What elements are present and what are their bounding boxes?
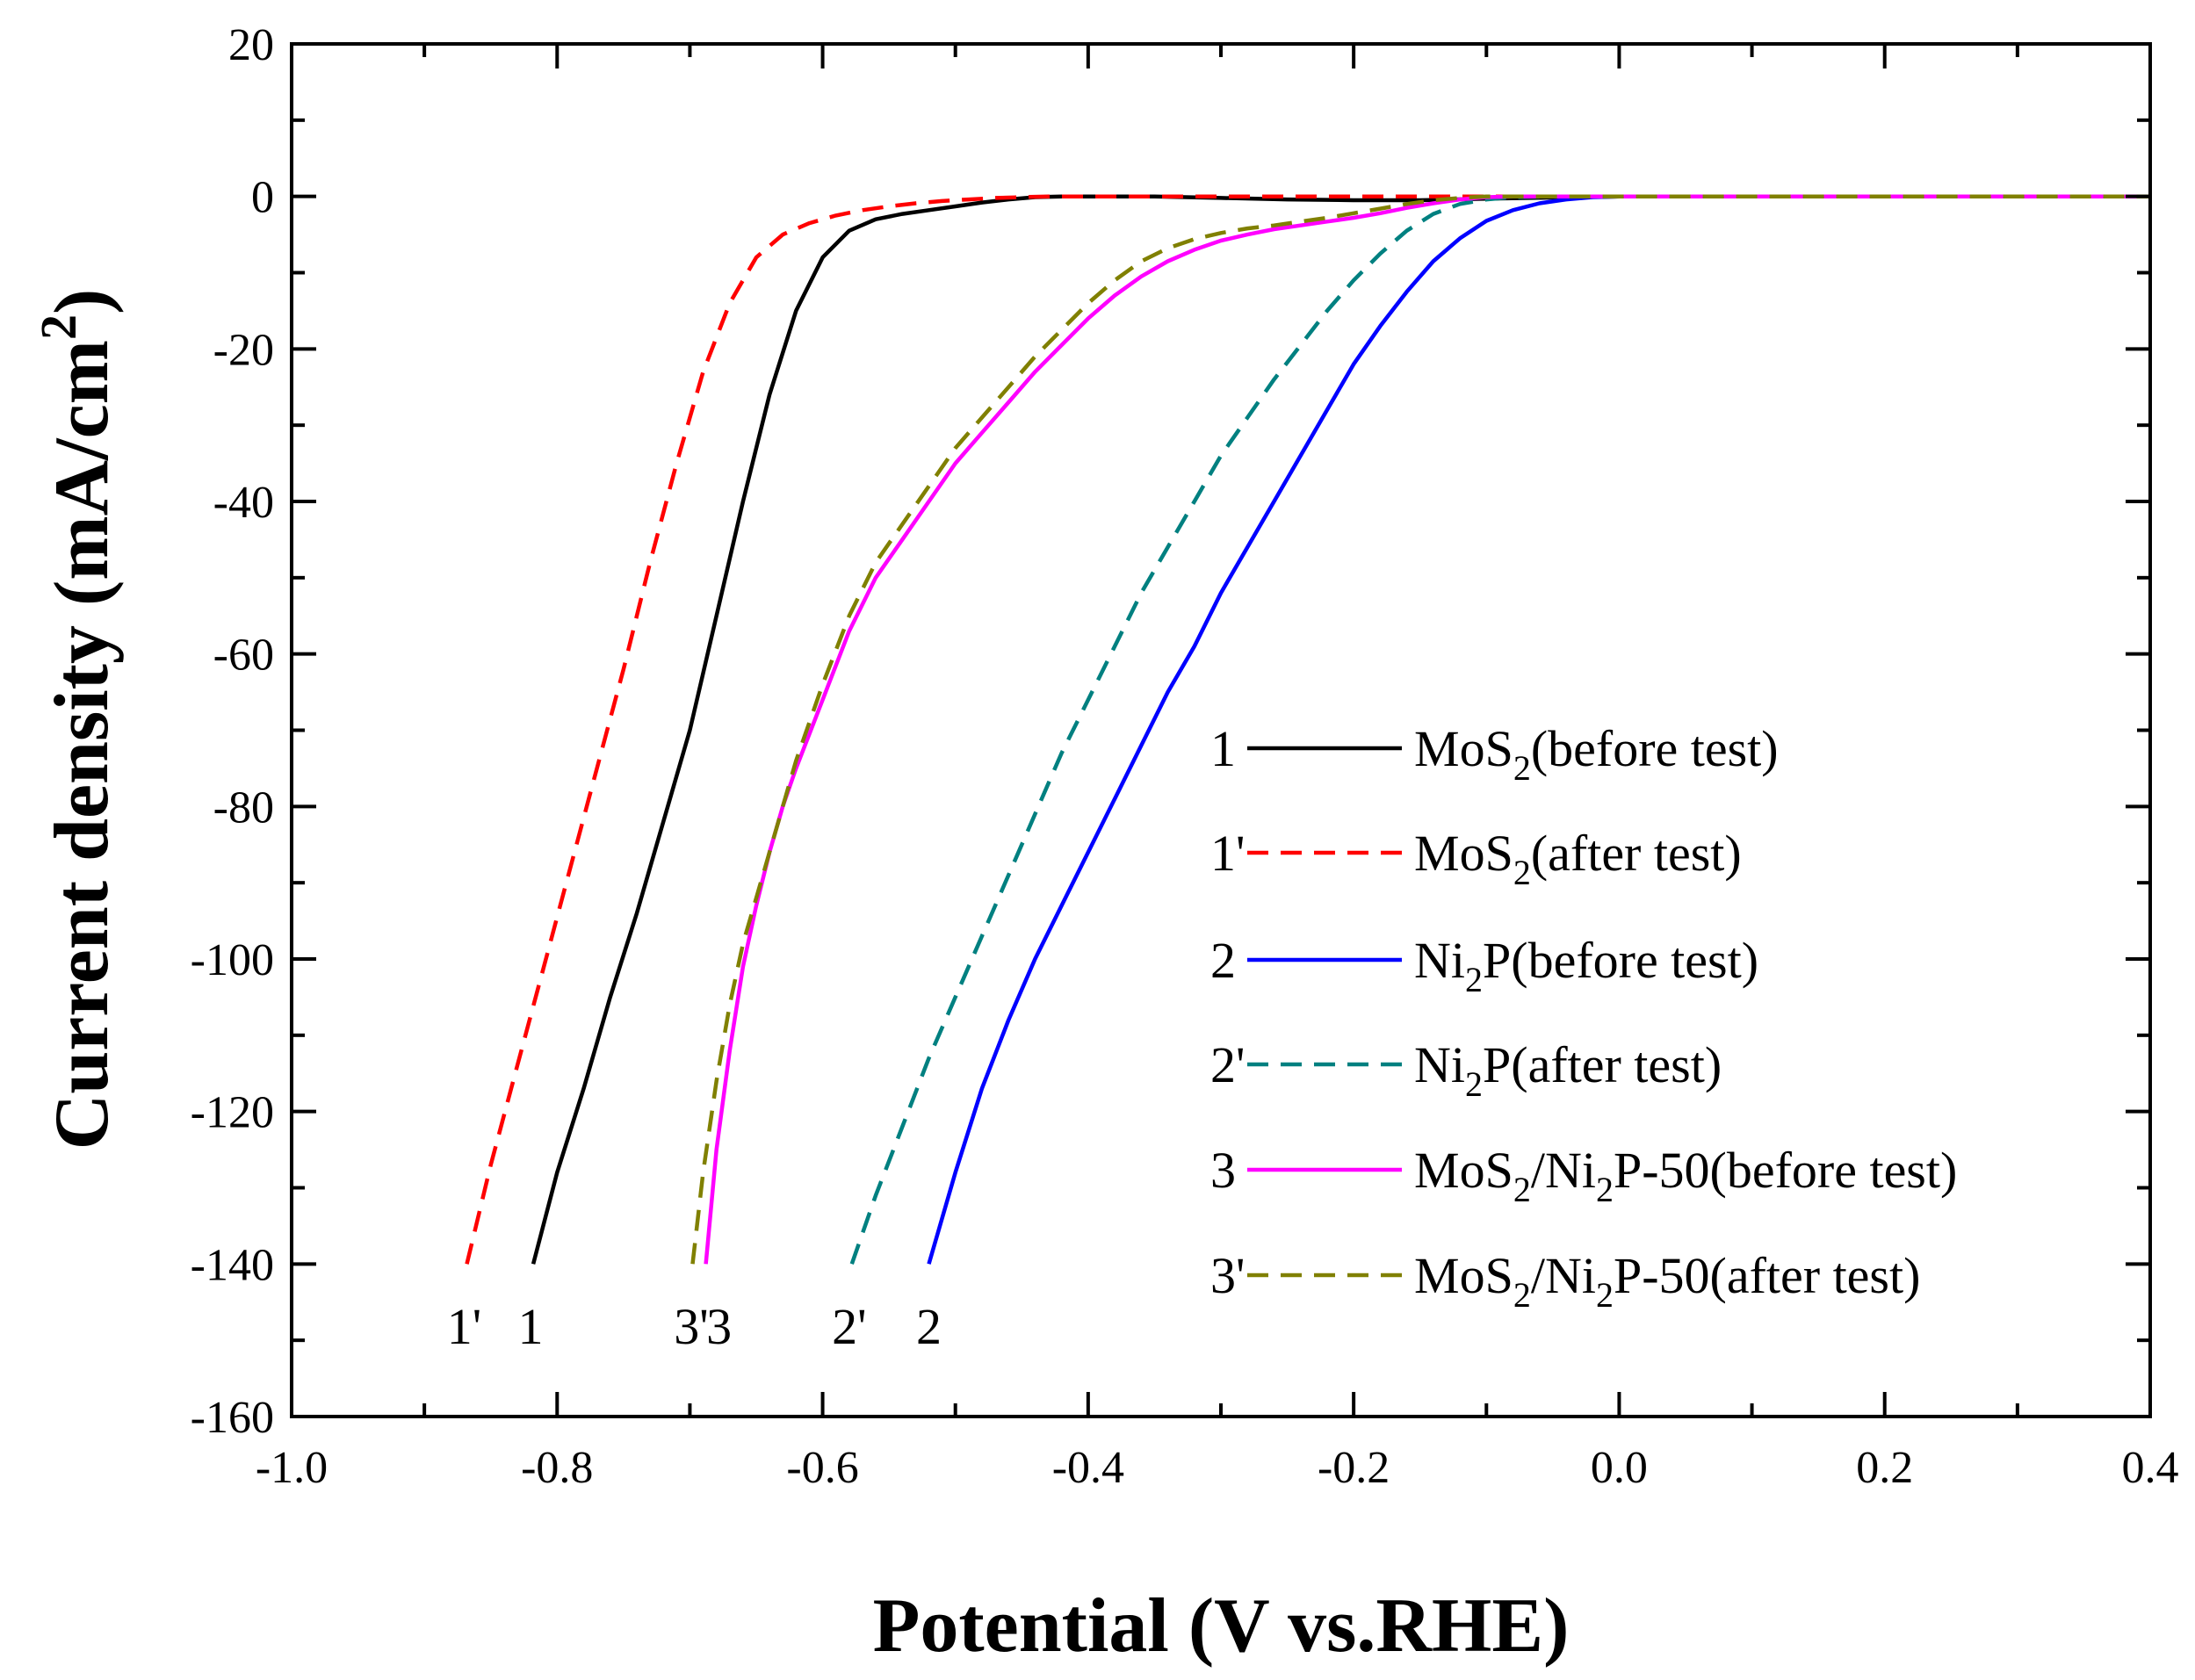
legend-text-part: Ni [1414,932,1465,989]
legend-text-part: P-50(before test) [1614,1142,1957,1199]
x-tick-label: 0.0 [1591,1443,1648,1493]
y-axis-title-superscript: 2 [30,314,87,340]
legend-text-part: /Ni [1531,1247,1596,1304]
axis-ticks [290,42,2152,1418]
legend-subscript: 2 [1465,1064,1483,1104]
curve-end-labels: 1' 1 3'3 2' 2 [447,1298,942,1355]
legend-subscript: 2 [1596,1275,1614,1315]
series-ni2p-after [849,194,2150,1265]
y-tick-label: 20 [228,20,274,70]
legend-text-part: P(after test) [1483,1036,1722,1093]
curve-end-label: 1 [518,1298,544,1355]
series-ni2p-before [927,194,2150,1265]
legend-label-ni2p-after: Ni2P(after test) [1414,1036,1722,1104]
legend-text-part: MoS [1414,720,1513,777]
legend-subscript: 2 [1465,960,1483,999]
legend-key: 2 [1210,932,1236,989]
x-tick-label: 0.4 [2122,1443,2179,1493]
curve-end-label: 3 [706,1298,732,1355]
legend-key: 1 [1210,720,1236,777]
x-axis-title: Potential (V vs.RHE) [873,1583,1570,1669]
y-axis-title-main: Current density (mA/cm [40,340,125,1150]
legend-subscript: 2 [1513,748,1531,788]
x-tick-label: -0.2 [1318,1443,1390,1493]
x-axis-tick-labels: -1.0 -0.8 -0.6 -0.4 -0.2 0.0 0.2 0.4 [256,1443,2179,1493]
curve-end-label: 1' [447,1298,481,1355]
x-tick-label: 0.2 [1856,1443,1913,1493]
curve-end-label: 2 [916,1298,942,1355]
legend-text-part: MoS [1414,825,1513,882]
series-mos2-after [465,194,2150,1265]
legend: 1 MoS2(before test)1' MoS2(after test)2 Ni2… [1210,720,1957,1315]
curve-end-label: 3' [674,1298,708,1355]
x-tick-label: -1.0 [256,1443,328,1493]
curve-end-label: 2' [832,1298,866,1355]
x-tick-label: -0.6 [786,1443,858,1493]
x-tick-label: -0.4 [1052,1443,1124,1493]
y-tick-label: -60 [213,631,274,681]
legend-subscript: 2 [1513,1170,1531,1209]
legend-text-part: P-50(after test) [1614,1247,1920,1304]
y-axis-title-close: ) [40,289,125,314]
legend-text-part: (after test) [1531,825,1742,882]
legend-label-mos2-after: MoS2(after test) [1414,825,1742,892]
legend-text-part: /Ni [1531,1142,1596,1199]
legend-subscript: 2 [1513,1275,1531,1315]
legend-text-part: (before test) [1531,720,1779,777]
legend-key: 2' [1210,1036,1245,1093]
legend-label-ni2p-before: Ni2P(before test) [1414,932,1758,999]
y-tick-label: -40 [213,478,274,528]
legend-text-part: Ni [1414,1036,1465,1093]
y-tick-label: -140 [191,1240,274,1290]
legend-label-mos2-ni2p-before: MoS2/Ni2P-50(before test) [1414,1142,1957,1209]
x-tick-label: -0.8 [521,1443,593,1493]
y-axis-title: Current density (mA/cm2) [30,289,125,1150]
series-mos2-before [531,194,2150,1265]
y-tick-label: -80 [213,782,274,833]
y-tick-label: -160 [191,1393,274,1443]
legend-subscript: 2 [1596,1170,1614,1209]
y-tick-label: 0 [251,173,274,223]
legend-text-part: P(before test) [1483,932,1758,989]
y-tick-label: -100 [191,935,274,985]
plot-curves [465,194,2150,1265]
legend-key: 3' [1210,1247,1245,1304]
legend-text-part: MoS [1414,1142,1513,1199]
y-axis-tick-labels: 20 0 -20 -40 -60 -80 -100 -120 -140 -160 [191,20,274,1443]
legend-key: 3 [1210,1142,1236,1199]
y-tick-label: -20 [213,325,274,375]
legend-label-mos2-ni2p-after: MoS2/Ni2P-50(after test) [1414,1247,1920,1315]
legend-text-part: MoS [1414,1247,1513,1304]
series-mos2-ni2p-after [690,194,2150,1265]
legend-label-mos2-before: MoS2(before test) [1414,720,1779,788]
y-tick-label: -120 [191,1088,274,1138]
legend-key: 1' [1210,825,1245,882]
legend-subscript: 2 [1513,853,1531,892]
